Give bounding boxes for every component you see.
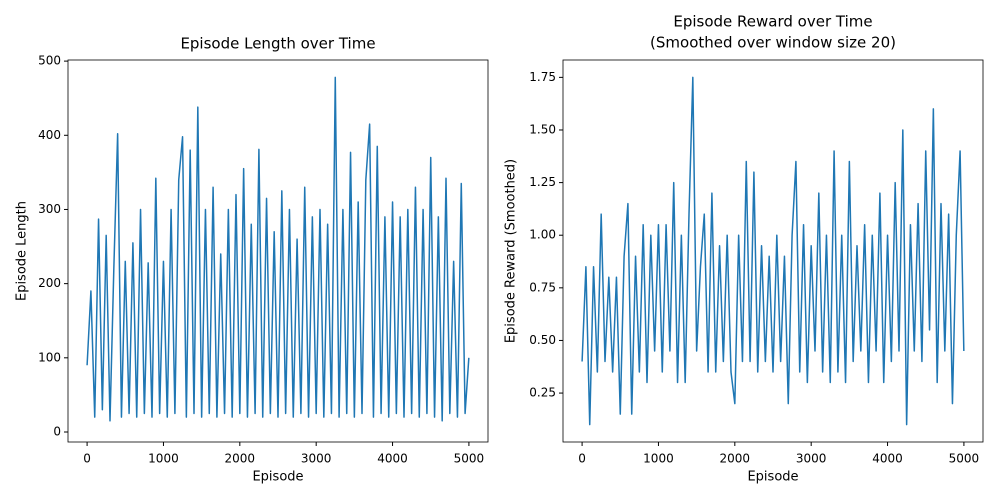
x-tick-label: 1000 [148, 452, 179, 466]
x-tick-label: 3000 [301, 452, 332, 466]
x-tick-label: 4000 [872, 452, 903, 466]
data-line [86, 76, 470, 422]
y-tick-label: 1.75 [529, 70, 556, 84]
y-tick-label: 1.25 [529, 175, 556, 189]
axes-frame [562, 59, 984, 443]
y-tick-label: 400 [38, 128, 61, 142]
y-tick-label: 0 [53, 424, 61, 438]
x-tick-label: 5000 [949, 452, 980, 466]
y-axis-label: Episode Length [15, 201, 30, 301]
y-tick-label: 1.50 [529, 122, 556, 136]
x-tick-label: 1000 [643, 452, 674, 466]
x-tick-label: 3000 [796, 452, 827, 466]
y-tick-label: 500 [38, 54, 61, 68]
y-tick-label: 300 [38, 202, 61, 216]
y-tick-label: 200 [38, 276, 61, 290]
y-tick-label: 0.25 [529, 386, 556, 400]
x-tick-label: 0 [83, 452, 91, 466]
chart-title: Episode Reward over Time [673, 13, 872, 31]
x-axis-label: Episode [747, 470, 798, 485]
y-axis-label: Episode Reward (Smoothed) [504, 159, 519, 343]
x-tick-label: 2000 [720, 452, 751, 466]
x-tick-label: 2000 [225, 452, 256, 466]
x-tick-label: 5000 [454, 452, 485, 466]
y-tick-label: 100 [38, 350, 61, 364]
y-tick-label: 0.75 [529, 280, 556, 294]
x-tick-label: 0 [578, 452, 586, 466]
data-line [581, 76, 965, 426]
y-tick-label: 1.00 [529, 228, 556, 242]
chart-title: Episode Length over Time [180, 35, 375, 53]
axes-frame [67, 59, 489, 443]
y-tick-label: 0.50 [529, 333, 556, 347]
x-axis-label: Episode [252, 470, 303, 485]
chart-subtitle: (Smoothed over window size 20) [650, 34, 896, 52]
x-tick-label: 4000 [377, 452, 408, 466]
